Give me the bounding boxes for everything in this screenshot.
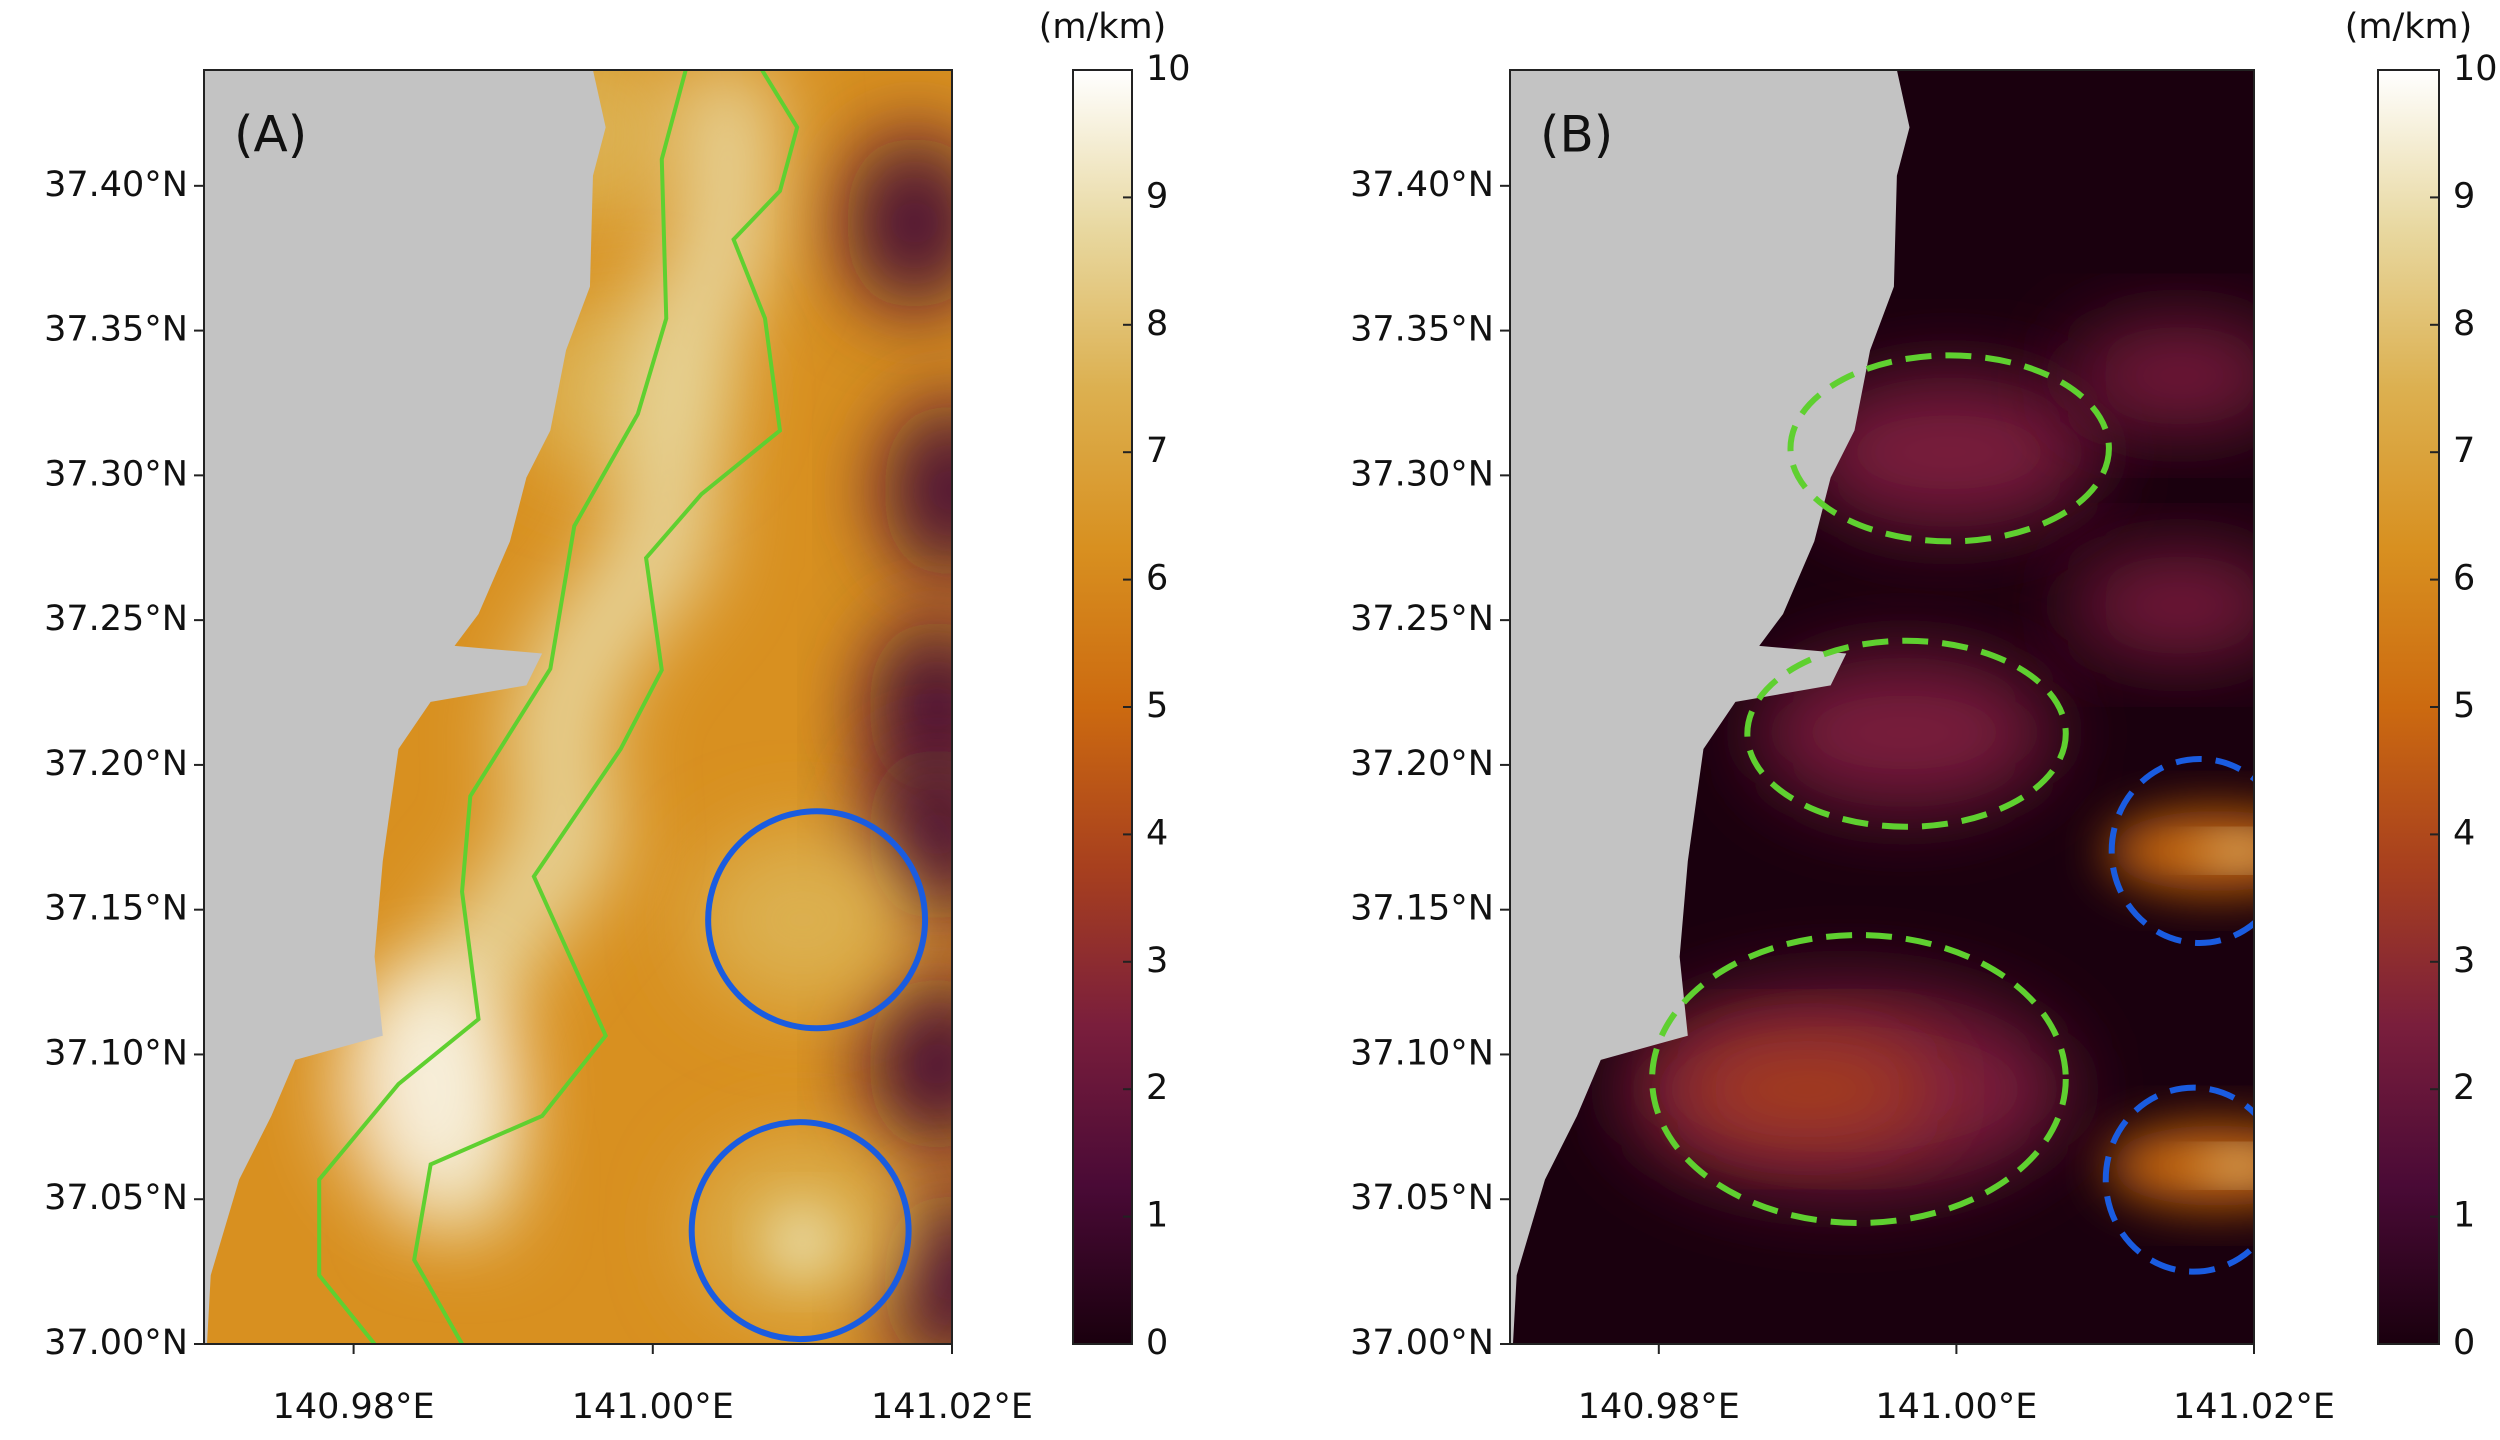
field-peak — [767, 1207, 838, 1278]
panel-label: (A) — [234, 106, 307, 164]
colorbar-tick-label: 3 — [1146, 941, 1168, 981]
field-low — [867, 973, 952, 1154]
field-high — [692, 829, 913, 1010]
colorbar-tick-label: 6 — [2453, 559, 2475, 599]
colorbar-tick-label: 8 — [2453, 304, 2475, 344]
colorbar-tick-label: 7 — [1146, 431, 1168, 471]
highlight-circle — [705, 808, 929, 1032]
y-tick-label: 37.40°N — [1350, 165, 1494, 205]
y-tick-label: 37.40°N — [44, 165, 188, 205]
field-mid — [1755, 656, 2054, 809]
field-mid — [1677, 1039, 1938, 1140]
highlight-ellipse — [2108, 755, 2254, 946]
highlight-ellipse — [1649, 932, 2069, 1226]
y-tick-label: 37.00°N — [1350, 1323, 1494, 1363]
heatmap-field — [204, 70, 952, 1344]
x-tick-label: 141.02°E — [871, 1387, 1033, 1427]
field-high — [2106, 810, 2254, 891]
colorbar-tick-label: 3 — [2453, 941, 2475, 981]
y-tick-label: 37.35°N — [44, 310, 188, 350]
field-peak — [2199, 838, 2254, 863]
y-tick-label: 37.00°N — [44, 1323, 188, 1363]
field-mid — [2068, 324, 2254, 427]
colorbar-tick-label: 5 — [2453, 686, 2475, 726]
field-peak — [2199, 1153, 2254, 1178]
heatmap-field — [1510, 70, 2254, 1344]
contour-line — [412, 70, 800, 1344]
colorbar-label: (m/km) — [1039, 7, 1167, 47]
colorbar-tick-label: 9 — [1146, 176, 1168, 216]
land — [204, 70, 606, 1344]
colorbar-tick-label: 9 — [2453, 176, 2475, 216]
y-tick-label: 37.05°N — [44, 1178, 188, 1218]
y-tick-label: 37.25°N — [1350, 599, 1494, 639]
y-tick-label: 37.15°N — [44, 889, 188, 929]
field-peak — [338, 969, 519, 1210]
colorbar-tick-label: 2 — [1146, 1068, 1168, 1108]
colorbar-tick-label: 1 — [2453, 1196, 2475, 1236]
y-tick-label: 37.05°N — [1350, 1178, 1494, 1218]
field-mid — [2068, 554, 2254, 657]
field-mid — [1800, 375, 2098, 529]
x-tick-label: 141.00°E — [1875, 1387, 2037, 1427]
colorbar-tick-label: 4 — [2453, 813, 2475, 853]
x-tick-label: 140.98°E — [1578, 1387, 1740, 1427]
highlight-ellipse — [1744, 637, 2069, 830]
colorbar-label: (m/km) — [2345, 7, 2473, 47]
colorbar-tick-label: 0 — [1146, 1323, 1168, 1363]
colorbar — [1072, 69, 1133, 1345]
colorbar-tick-label: 2 — [2453, 1068, 2475, 1108]
y-tick-label: 37.10°N — [1350, 1033, 1494, 1073]
colorbar-tick-label: 1 — [1146, 1196, 1168, 1236]
colorbar — [2377, 69, 2440, 1345]
y-tick-label: 37.30°N — [44, 454, 188, 494]
colorbar-tick-label: 8 — [1146, 304, 1168, 344]
y-tick-label: 37.20°N — [44, 744, 188, 784]
colorbar-tick-label: 4 — [1146, 813, 1168, 853]
y-tick-label: 37.10°N — [44, 1033, 188, 1073]
colorbar-tick-label: 7 — [2453, 431, 2475, 471]
y-tick-label: 37.35°N — [1350, 310, 1494, 350]
colorbar-tick-label: 0 — [2453, 1323, 2475, 1363]
plot-frame — [203, 69, 953, 1345]
colorbar-tick-label: 10 — [2453, 49, 2498, 89]
contour-line — [317, 70, 688, 1344]
y-tick-label: 37.20°N — [1350, 744, 1494, 784]
colorbar-tick-label: 10 — [1146, 49, 1191, 89]
x-tick-label: 140.98°E — [273, 1387, 435, 1427]
highlight-ellipse — [1787, 352, 2112, 545]
highlight-ellipse — [2102, 1084, 2254, 1275]
y-tick-label: 37.25°N — [44, 599, 188, 639]
x-tick-label: 141.00°E — [572, 1387, 734, 1427]
colorbar-tick-label: 5 — [1146, 686, 1168, 726]
land — [1510, 70, 1910, 1344]
panel-label: (B) — [1540, 106, 1613, 164]
colorbar-tick-label: 6 — [1146, 559, 1168, 599]
field-low — [882, 400, 952, 581]
field-high — [2106, 1125, 2254, 1206]
plot-frame — [1509, 69, 2255, 1345]
x-tick-label: 141.02°E — [2173, 1387, 2335, 1427]
field-low — [844, 132, 952, 313]
highlight-circle — [688, 1119, 912, 1343]
y-tick-label: 37.15°N — [1350, 889, 1494, 929]
y-tick-label: 37.30°N — [1350, 454, 1494, 494]
